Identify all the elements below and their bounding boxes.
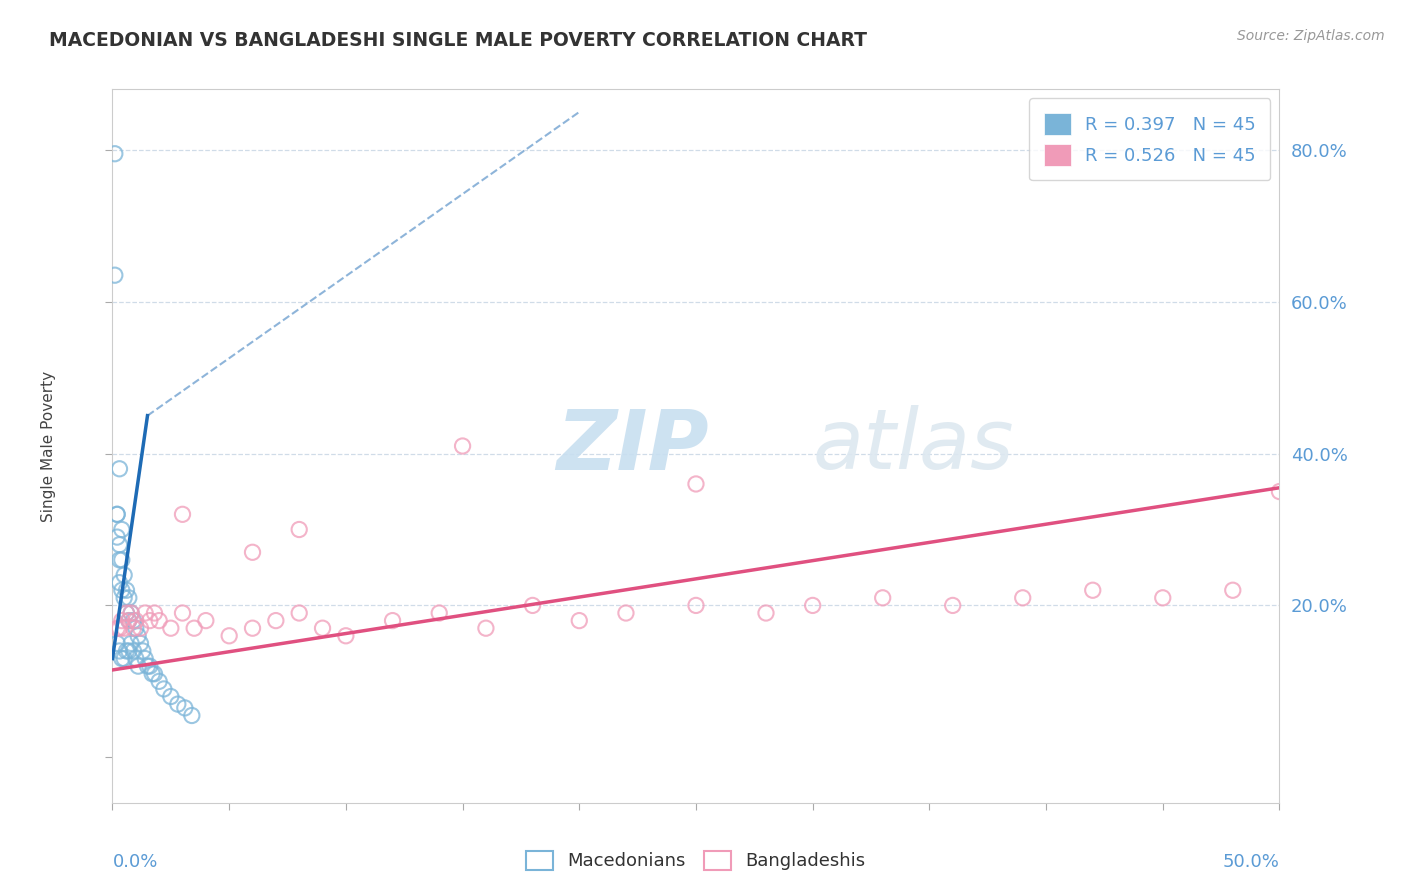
Point <box>120 606 142 620</box>
Point <box>1268 484 1291 499</box>
Point <box>218 629 240 643</box>
Point <box>139 614 162 628</box>
Point <box>872 591 894 605</box>
Point <box>132 644 155 658</box>
Point <box>942 599 965 613</box>
Point <box>522 599 544 613</box>
Point <box>194 614 217 628</box>
Point <box>112 651 135 665</box>
Point <box>120 606 142 620</box>
Point <box>105 508 128 522</box>
Point <box>125 614 148 628</box>
Point <box>143 606 166 620</box>
Point <box>108 621 131 635</box>
Point <box>134 651 156 665</box>
Point <box>105 530 128 544</box>
Text: ZIP: ZIP <box>555 406 709 486</box>
Text: atlas: atlas <box>813 406 1014 486</box>
Point <box>288 606 311 620</box>
Point <box>475 621 498 635</box>
Point <box>115 606 138 620</box>
Point <box>118 614 141 628</box>
Point <box>118 644 141 658</box>
Point <box>172 606 194 620</box>
Point <box>172 508 194 522</box>
Point <box>755 606 778 620</box>
Point <box>1011 591 1033 605</box>
Point <box>335 629 357 643</box>
Point <box>1152 591 1174 605</box>
Point <box>183 621 205 635</box>
Point <box>180 708 202 723</box>
Point <box>115 583 138 598</box>
Point <box>125 621 148 635</box>
Text: Single Male Poverty: Single Male Poverty <box>41 370 56 522</box>
Point <box>111 583 134 598</box>
Point <box>614 606 637 620</box>
Point <box>242 621 264 635</box>
Point <box>148 614 170 628</box>
Point <box>122 644 145 658</box>
Text: MACEDONIAN VS BANGLADESHI SINGLE MALE POVERTY CORRELATION CHART: MACEDONIAN VS BANGLADESHI SINGLE MALE PO… <box>49 31 868 50</box>
Point <box>105 636 128 650</box>
Point <box>122 614 145 628</box>
Point <box>108 644 131 658</box>
Text: 0.0%: 0.0% <box>112 853 157 871</box>
Point <box>112 621 135 635</box>
Text: Source: ZipAtlas.com: Source: ZipAtlas.com <box>1237 29 1385 43</box>
Point <box>129 621 152 635</box>
Text: 50.0%: 50.0% <box>1223 853 1279 871</box>
Point <box>685 477 707 491</box>
Point <box>160 690 183 704</box>
Point <box>112 591 135 605</box>
Point <box>105 621 128 635</box>
Point <box>801 599 824 613</box>
Point <box>127 659 149 673</box>
Point <box>173 701 195 715</box>
Point <box>141 666 163 681</box>
Point <box>112 568 135 582</box>
Point <box>118 614 141 628</box>
Point <box>134 606 156 620</box>
Point <box>105 508 128 522</box>
Point <box>127 629 149 643</box>
Point <box>111 651 134 665</box>
Point <box>139 659 162 673</box>
Point <box>111 553 134 567</box>
Point <box>111 523 134 537</box>
Point <box>111 614 134 628</box>
Point <box>166 697 188 711</box>
Point <box>104 146 127 161</box>
Point <box>136 659 159 673</box>
Point <box>108 462 131 476</box>
Point <box>115 606 138 620</box>
Point <box>120 636 142 650</box>
Point <box>108 538 131 552</box>
Point <box>427 606 450 620</box>
Point <box>148 674 170 689</box>
Point <box>122 621 145 635</box>
Point <box>568 614 591 628</box>
Point <box>104 268 127 283</box>
Point <box>115 644 138 658</box>
Point <box>129 636 152 650</box>
Point <box>1081 583 1104 598</box>
Point <box>160 621 183 635</box>
Point <box>108 575 131 590</box>
Point <box>125 651 148 665</box>
Point <box>451 439 474 453</box>
Point <box>118 591 141 605</box>
Point <box>311 621 333 635</box>
Point <box>242 545 264 559</box>
Point <box>381 614 404 628</box>
Point <box>1222 583 1244 598</box>
Legend: Macedonians, Bangladeshis: Macedonians, Bangladeshis <box>517 842 875 880</box>
Point <box>685 599 707 613</box>
Point <box>288 523 311 537</box>
Point <box>143 666 166 681</box>
Point <box>108 553 131 567</box>
Point <box>153 681 176 696</box>
Point <box>264 614 287 628</box>
